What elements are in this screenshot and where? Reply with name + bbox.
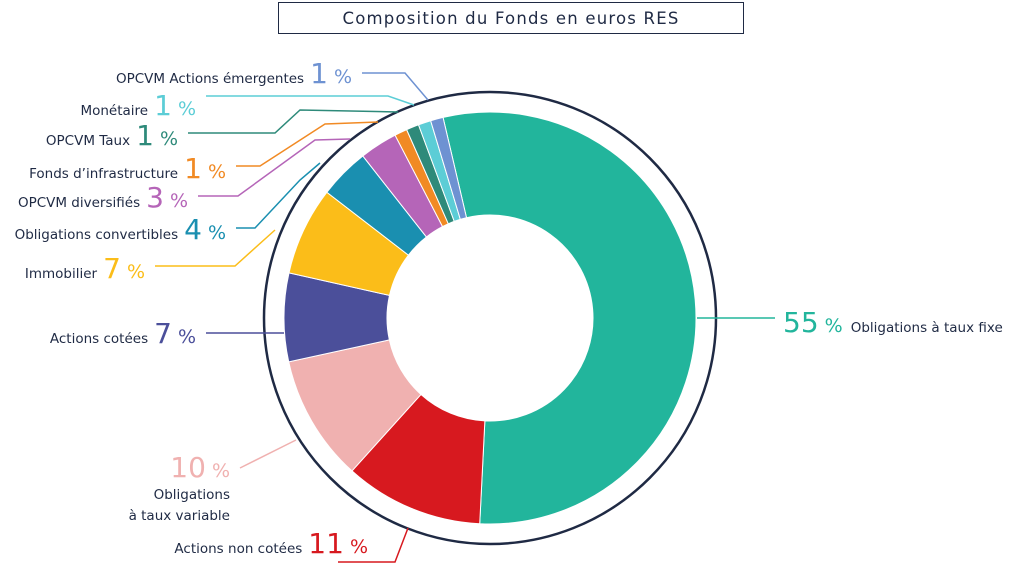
slice-label: Actions cotées 7%	[50, 317, 196, 350]
leader-line	[338, 527, 409, 563]
slice-label: OPCVM diversifiés 3%	[18, 181, 188, 214]
slice-value: 7	[103, 252, 121, 285]
slice-value: 1	[310, 57, 328, 90]
slice-label: Immobilier 7%	[25, 252, 145, 285]
slice-category: Obligations à taux fixe	[851, 320, 1003, 336]
slice-label: 10%	[170, 451, 230, 484]
slice-label: Monétaire 1%	[80, 89, 196, 122]
slice-category: OPCVM diversifiés	[18, 195, 140, 211]
leader-line	[206, 95, 415, 106]
slice-category: Monétaire	[80, 103, 148, 119]
leader-line	[236, 121, 379, 167]
slice-label: 55% Obligations à taux fixe	[783, 306, 1003, 339]
slice-category: Actions cotées	[50, 331, 148, 347]
leader-line	[188, 109, 399, 134]
slice-unit: %	[208, 161, 226, 183]
slice-category-line1: Obligations	[154, 487, 230, 503]
slice-unit: %	[170, 190, 188, 212]
leader-line	[362, 72, 429, 101]
slice-unit: %	[160, 128, 178, 150]
slice-unit: %	[212, 460, 230, 482]
slice-category: Fonds d’infrastructure	[29, 166, 178, 182]
slice-category: Immobilier	[25, 266, 98, 282]
slice-category: OPCVM Taux	[46, 133, 130, 149]
donut-slice	[430, 116, 468, 220]
slice-value: 10	[170, 451, 206, 484]
slice-unit: %	[350, 536, 368, 558]
slice-category: OPCVM Actions émergentes	[116, 71, 304, 87]
slice-value: 1	[136, 119, 154, 152]
slice-value: 1	[184, 152, 202, 185]
slice-unit: %	[334, 66, 352, 88]
slice-value: 11	[308, 527, 344, 560]
slice-unit: %	[208, 222, 226, 244]
leader-line	[236, 162, 321, 229]
leader-line	[198, 138, 351, 197]
slice-label: OPCVM Taux 1%	[46, 119, 178, 152]
slice-unit: %	[825, 315, 843, 337]
leader-line	[155, 229, 276, 267]
donut-slice	[442, 111, 697, 525]
slice-label: Obligations convertibles 4%	[15, 213, 226, 246]
slice-label: Fonds d’infrastructure 1%	[29, 152, 226, 185]
slice-label: OPCVM Actions émergentes 1%	[116, 57, 352, 90]
slice-category: Obligations convertibles	[15, 227, 179, 243]
slice-unit: %	[178, 98, 196, 120]
slice-unit: %	[178, 326, 196, 348]
slice-value: 4	[184, 213, 202, 246]
slice-unit: %	[127, 261, 145, 283]
slice-value: 7	[154, 317, 172, 350]
slice-value: 55	[783, 306, 819, 339]
slice-label: Actions non cotées 11%	[174, 527, 368, 560]
slice-value: 3	[146, 181, 164, 214]
slice-category-line2: à taux variable	[129, 508, 230, 524]
slice-category: Actions non cotées	[174, 541, 302, 557]
slice-value: 1	[154, 89, 172, 122]
leader-line	[239, 439, 297, 469]
chart-title: Composition du Fonds en euros RES	[278, 2, 744, 34]
